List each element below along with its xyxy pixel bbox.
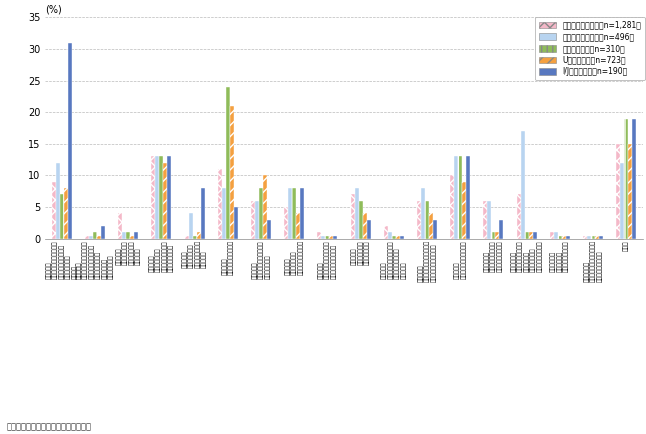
Bar <box>462 182 466 239</box>
Bar <box>632 118 636 239</box>
Bar <box>417 201 421 239</box>
Bar <box>126 232 130 239</box>
Bar <box>93 232 97 239</box>
Bar <box>355 188 359 239</box>
Bar <box>562 236 566 239</box>
Bar <box>628 144 632 239</box>
Bar <box>366 220 371 239</box>
Bar <box>60 194 64 239</box>
Bar <box>595 236 599 239</box>
Bar <box>226 87 230 239</box>
Bar <box>616 144 620 239</box>
Bar <box>495 232 499 239</box>
Legend: 都市定住希望者　（n=1,281）, 地方移住希望者　（n=496）, 地方定住者　（n=310）, Uターン者　（n=723）, I/Jターン者　（n=190: 都市定住希望者 （n=1,281）, 地方移住希望者 （n=496）, 地方定住… <box>536 17 645 80</box>
Bar <box>557 236 562 239</box>
Bar <box>267 220 271 239</box>
Bar <box>333 236 337 239</box>
Bar <box>429 214 433 239</box>
Bar <box>362 214 366 239</box>
Bar <box>189 214 193 239</box>
Bar <box>517 194 521 239</box>
Bar <box>122 232 126 239</box>
Text: 資料）　国土交通省「国民意識調査」: 資料） 国土交通省「国民意識調査」 <box>6 423 92 432</box>
Bar <box>322 236 326 239</box>
Bar <box>222 188 226 239</box>
Bar <box>230 106 234 239</box>
Bar <box>156 157 160 239</box>
Bar <box>521 131 525 239</box>
Bar <box>587 236 591 239</box>
Bar <box>326 236 329 239</box>
Bar <box>624 118 628 239</box>
Bar <box>359 201 362 239</box>
Bar <box>583 236 587 239</box>
Bar <box>620 163 624 239</box>
Bar <box>329 236 333 239</box>
Bar <box>550 232 554 239</box>
Bar <box>52 182 56 239</box>
Bar <box>396 236 400 239</box>
Bar <box>68 43 72 239</box>
Bar <box>525 232 528 239</box>
Bar <box>554 232 557 239</box>
Bar <box>259 188 263 239</box>
Bar <box>251 201 255 239</box>
Bar <box>193 236 196 239</box>
Bar <box>297 214 300 239</box>
Bar <box>196 232 201 239</box>
Bar <box>388 232 391 239</box>
Bar <box>499 220 503 239</box>
Bar <box>130 236 134 239</box>
Bar <box>97 236 101 239</box>
Bar <box>263 175 267 239</box>
Bar <box>566 236 570 239</box>
Bar <box>421 188 425 239</box>
Bar <box>85 236 89 239</box>
Bar <box>292 188 297 239</box>
Bar <box>528 232 532 239</box>
Bar <box>458 157 462 239</box>
Bar <box>391 236 396 239</box>
Bar <box>450 175 454 239</box>
Bar <box>284 207 288 239</box>
Bar <box>167 157 171 239</box>
Bar <box>185 236 189 239</box>
Bar <box>288 188 292 239</box>
Bar <box>56 163 60 239</box>
Bar <box>201 188 205 239</box>
Bar <box>300 188 304 239</box>
Bar <box>163 163 167 239</box>
Bar <box>425 201 429 239</box>
Bar <box>151 157 156 239</box>
Bar <box>255 201 259 239</box>
Bar <box>400 236 404 239</box>
Bar <box>466 157 470 239</box>
Bar <box>118 214 122 239</box>
Bar <box>483 201 488 239</box>
Bar <box>492 232 495 239</box>
Text: (%): (%) <box>45 4 62 14</box>
Bar <box>454 157 458 239</box>
Bar <box>433 220 437 239</box>
Bar <box>234 207 238 239</box>
Bar <box>89 236 93 239</box>
Bar <box>317 232 322 239</box>
Bar <box>384 226 388 239</box>
Bar <box>160 157 163 239</box>
Bar <box>488 201 492 239</box>
Bar <box>532 232 537 239</box>
Bar <box>599 236 603 239</box>
Bar <box>351 194 355 239</box>
Bar <box>64 188 68 239</box>
Bar <box>101 226 105 239</box>
Bar <box>218 169 222 239</box>
Bar <box>591 236 595 239</box>
Bar <box>134 232 138 239</box>
